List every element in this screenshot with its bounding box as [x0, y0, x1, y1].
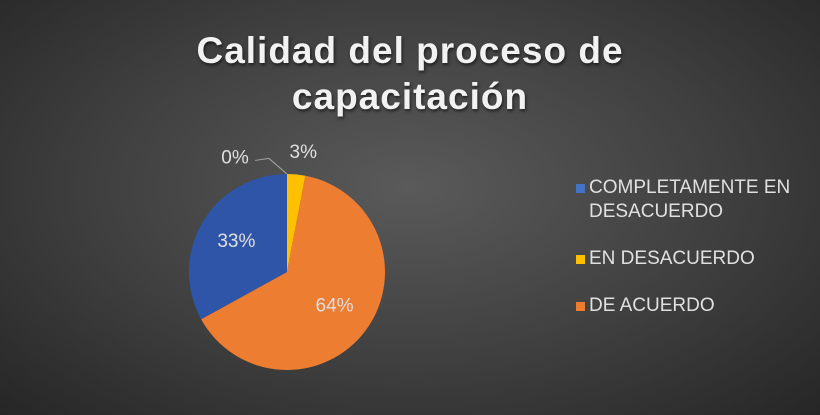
legend-item: COMPLETAMENTE EN DESACUERDO	[576, 176, 816, 224]
legend-swatch	[576, 184, 585, 193]
legend-label: EN DESACUERDO	[589, 248, 755, 269]
leader-line	[254, 157, 288, 175]
data-label: 3%	[290, 142, 318, 163]
legend-item: EN DESACUERDO	[576, 247, 816, 271]
legend-label: COMPLETAMENTE EN DESACUERDO	[589, 177, 791, 222]
data-label: 0%	[221, 147, 249, 168]
chart-title: Calidad del proceso de capacitación	[196, 30, 624, 117]
legend-label: DE ACUERDO	[589, 295, 715, 316]
pie-slice	[201, 175, 386, 371]
legend-item: DE ACUERDO	[576, 294, 816, 318]
legend-swatch	[576, 255, 585, 264]
legend-swatch	[576, 302, 585, 311]
legend: COMPLETAMENTE EN DESACUERDO EN DESACUERDO…	[576, 176, 816, 341]
data-label: 64%	[316, 296, 354, 317]
pie-slice	[188, 174, 287, 320]
pie-slice	[287, 174, 306, 272]
data-label: 33%	[217, 231, 255, 252]
